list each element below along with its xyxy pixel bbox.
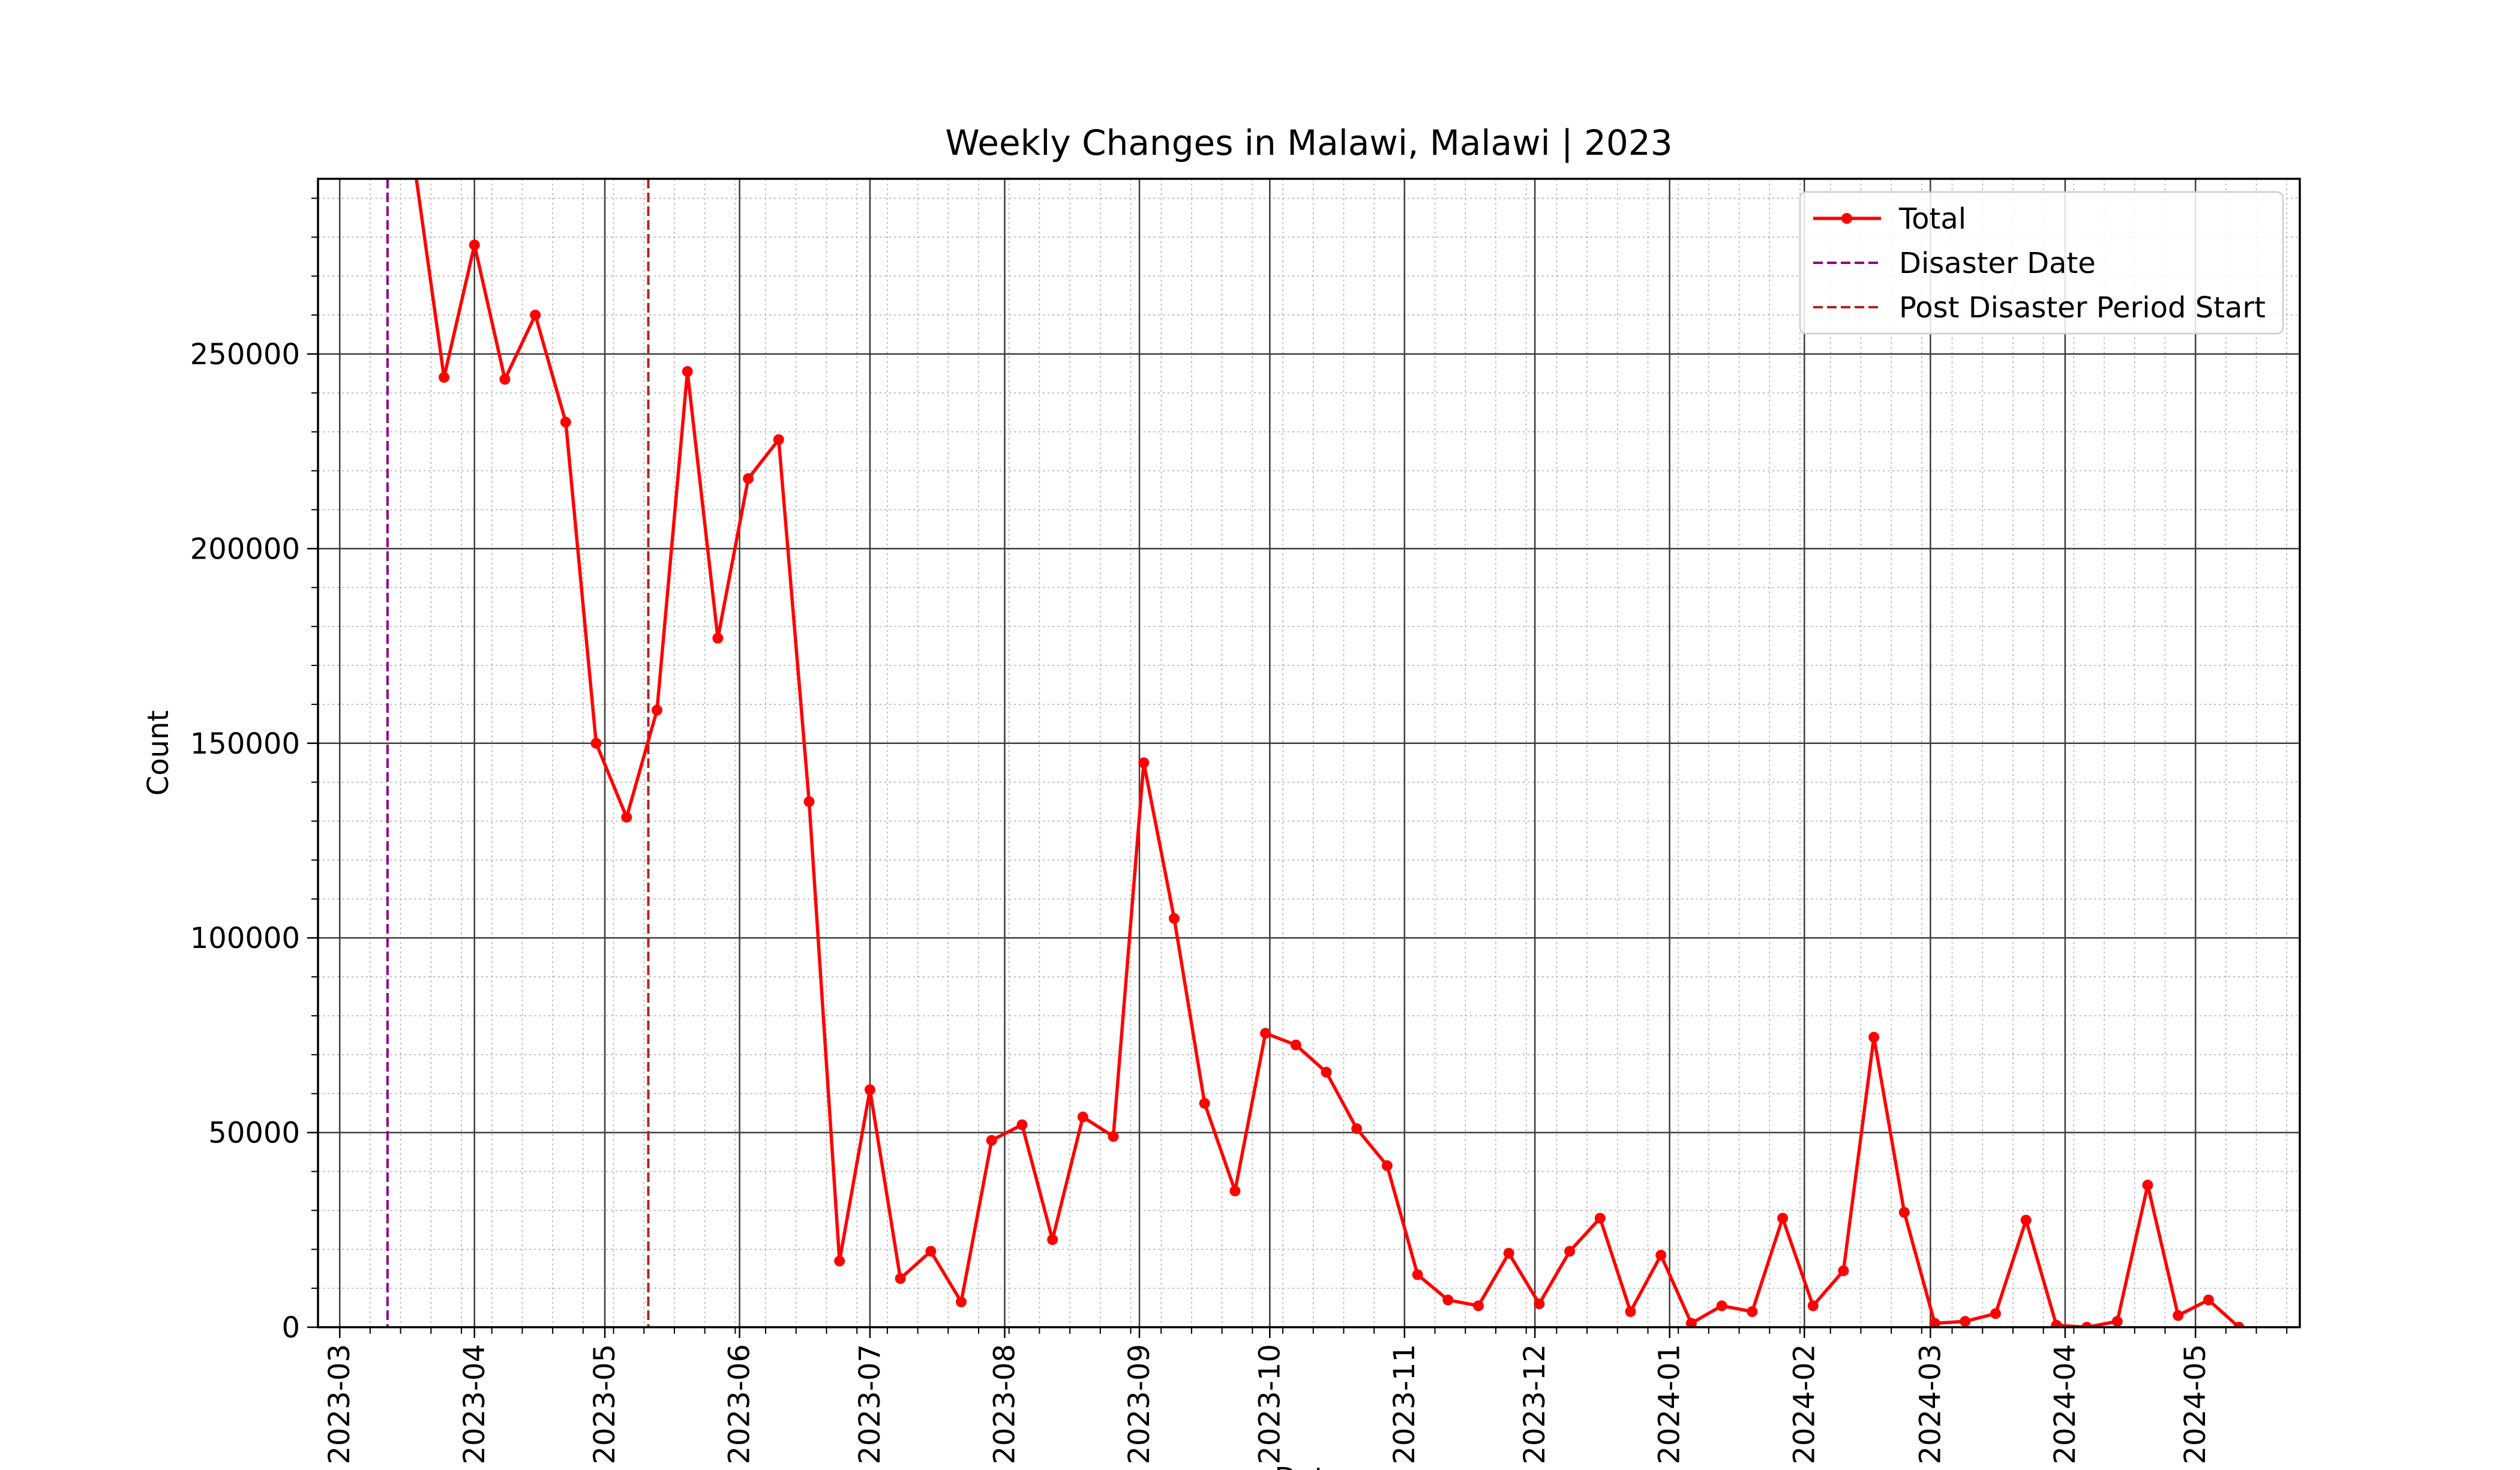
data-point — [439, 371, 450, 383]
data-point — [1442, 1294, 1454, 1306]
x-tick-label: 2023-05 — [588, 1344, 622, 1465]
data-point — [1199, 1097, 1210, 1109]
data-point — [1534, 1298, 1545, 1310]
data-point — [1777, 1213, 1789, 1224]
data-point — [1077, 1111, 1088, 1123]
legend-label: Disaster Date — [1899, 247, 2096, 280]
data-point — [1138, 757, 1150, 769]
data-point — [530, 310, 541, 321]
axis-ticks: 2023-03 2023-04 2023-05 2023-06 2023-07 2023-… — [190, 197, 2288, 1465]
data-point — [1747, 1306, 1758, 1318]
data-point — [1838, 1265, 1849, 1276]
legend-box — [1799, 191, 2284, 335]
data-point — [2142, 1180, 2153, 1191]
data-point — [1929, 1318, 1940, 1327]
data-point — [1564, 1246, 1576, 1257]
data-point — [1412, 1269, 1423, 1280]
data-point — [499, 374, 511, 385]
data-point — [469, 239, 480, 251]
y-tick-label: 0 — [281, 1311, 300, 1345]
data-point — [1594, 1213, 1606, 1224]
legend-marker — [1841, 213, 1852, 224]
data-point — [773, 434, 784, 445]
data-point — [712, 632, 724, 644]
data-point — [2051, 1319, 2062, 1327]
event-lines — [386, 179, 650, 1327]
data-point — [1685, 1318, 1697, 1327]
data-point — [864, 1084, 875, 1096]
x-tick-label: 2024-04 — [2048, 1344, 2082, 1465]
data-point — [1229, 1185, 1241, 1196]
data-point — [1351, 1123, 1363, 1135]
data-point — [2081, 1322, 2093, 1327]
data-point — [590, 737, 602, 749]
data-point — [1260, 1028, 1271, 1039]
y-tick-label: 50000 — [208, 1117, 300, 1150]
data-point — [1960, 1316, 1971, 1327]
data-point — [2203, 1294, 2214, 1306]
data-point — [560, 416, 571, 428]
legend-label: Post Disaster Period Start — [1899, 291, 2266, 325]
x-tick-label: 2023-04 — [458, 1344, 491, 1465]
x-tick-label: 2024-02 — [1787, 1344, 1821, 1465]
data-point — [1472, 1300, 1484, 1312]
x-tick-label: 2024-01 — [1653, 1344, 1687, 1465]
data-point — [2111, 1316, 2123, 1327]
data-point — [956, 1296, 967, 1307]
x-tick-label: 2023-08 — [988, 1344, 1021, 1465]
data-point — [621, 812, 632, 823]
legend-label: Total — [1898, 202, 1966, 236]
x-tick-label: 2023-11 — [1388, 1344, 1421, 1465]
data-point — [1321, 1067, 1332, 1078]
x-tick-label: 2023-07 — [853, 1344, 887, 1465]
x-tick-label: 2023-10 — [1253, 1344, 1286, 1465]
data-point — [986, 1135, 997, 1146]
data-point — [1047, 1234, 1058, 1246]
y-tick-label: 200000 — [190, 532, 300, 566]
data-point — [803, 796, 815, 808]
data-point — [1503, 1247, 1514, 1259]
data-point — [1807, 1300, 1819, 1312]
data-point — [1290, 1039, 1301, 1051]
y-axis-label: Count — [142, 710, 175, 796]
data-point — [895, 1273, 906, 1284]
data-point — [2233, 1322, 2245, 1327]
data-point — [1655, 1249, 1667, 1261]
data-point — [1990, 1308, 2001, 1319]
x-tick-label: 2024-03 — [1913, 1344, 1947, 1465]
data-point — [1898, 1207, 1910, 1218]
data-point — [1108, 1131, 1119, 1142]
data-point — [651, 704, 662, 716]
data-point — [1625, 1306, 1636, 1318]
y-tick-label: 250000 — [190, 338, 300, 371]
x-tick-label: 2024-05 — [2179, 1344, 2212, 1465]
data-point — [1016, 1119, 1028, 1130]
y-tick-label: 100000 — [190, 922, 300, 955]
data-point — [2173, 1310, 2184, 1321]
data-point — [925, 1246, 937, 1257]
data-point — [743, 473, 754, 484]
data-point — [1168, 913, 1180, 924]
data-point — [834, 1255, 845, 1267]
y-tick-label: 150000 — [190, 727, 300, 761]
data-point — [682, 366, 693, 377]
chart-title: Weekly Changes in Malawi, Malawi | 2023 — [945, 122, 1672, 163]
x-tick-label: 2023-06 — [723, 1344, 757, 1465]
x-tick-label: 2023-09 — [1123, 1344, 1156, 1465]
data-point — [1716, 1300, 1727, 1312]
plot-area-frame — [317, 178, 2301, 1328]
x-tick-label: 2023-03 — [323, 1344, 356, 1465]
data-point — [2020, 1214, 2032, 1226]
data-point — [1868, 1031, 1880, 1043]
series-layer — [415, 179, 2245, 1327]
data-point — [1381, 1160, 1393, 1171]
legend: Total Disaster Date Post Disaster Period S… — [1799, 191, 2284, 335]
x-tick-label: 2023-12 — [1518, 1344, 1552, 1465]
x-axis-label: Date — [1274, 1462, 1343, 1470]
minor-grid — [318, 179, 2300, 1327]
